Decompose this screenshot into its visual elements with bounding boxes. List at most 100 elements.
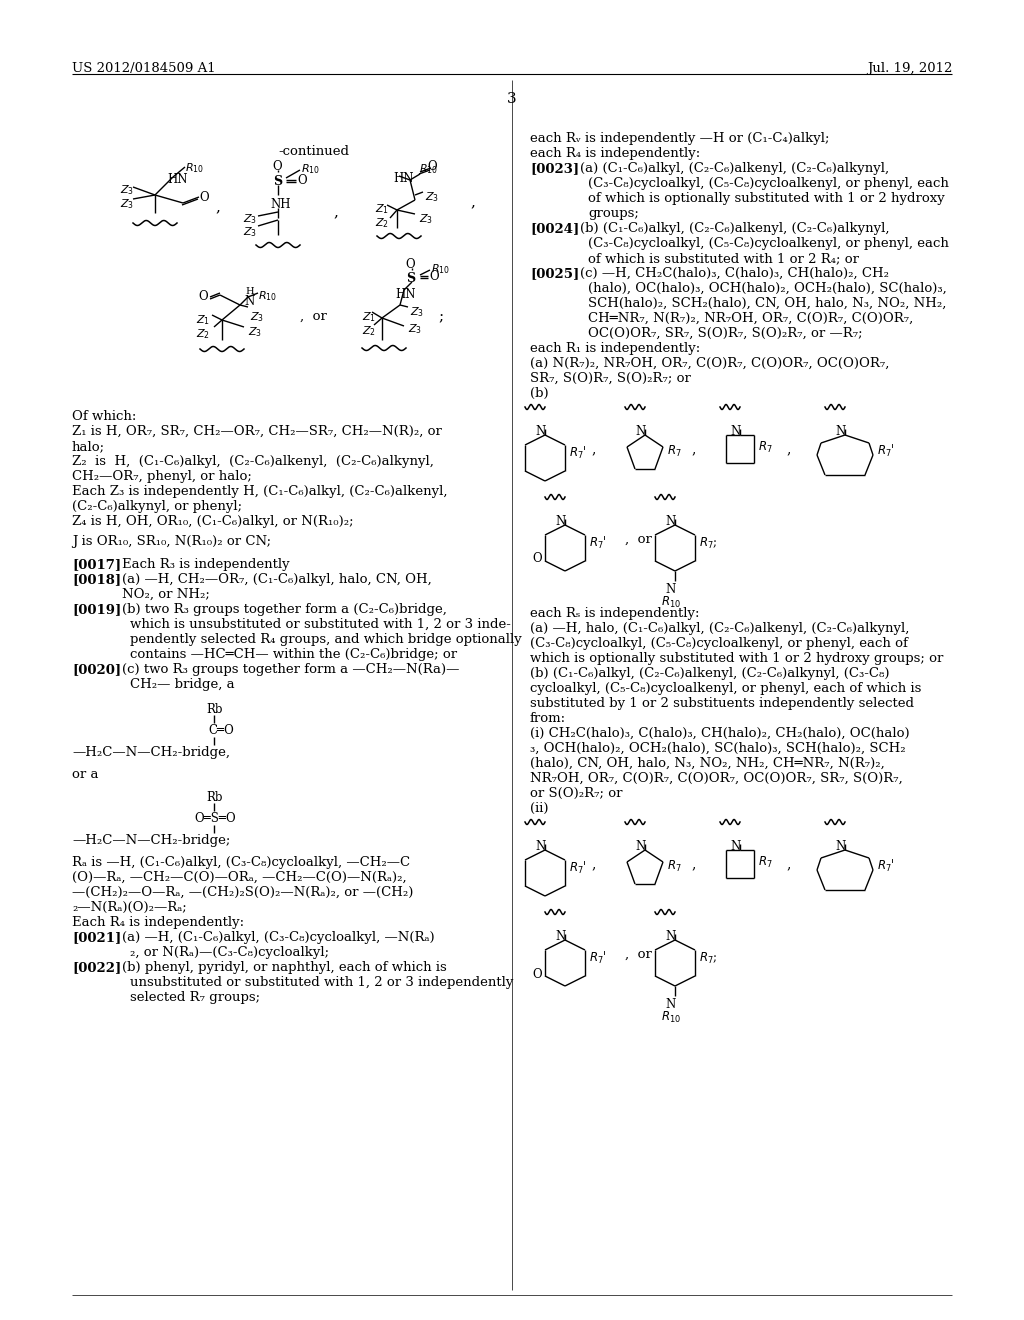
Text: S: S (406, 272, 415, 285)
Text: ₃, OCH(halo)₂, OCH₂(halo), SC(halo)₃, SCH(halo)₂, SCH₂: ₃, OCH(halo)₂, OCH₂(halo), SC(halo)₃, SC… (530, 742, 905, 755)
Text: halo;: halo; (72, 440, 105, 453)
Text: substituted by 1 or 2 substituents independently selected: substituted by 1 or 2 substituents indep… (530, 697, 914, 710)
Text: (a) (C₁-C₆)alkyl, (C₂-C₆)alkenyl, (C₂-C₆)alkynyl,: (a) (C₁-C₆)alkyl, (C₂-C₆)alkenyl, (C₂-C₆… (580, 162, 889, 176)
Text: [0020]: [0020] (72, 663, 121, 676)
Text: $Z_3$: $Z_3$ (120, 183, 134, 197)
Text: (c) two R₃ groups together form a —CH₂—N(Ra)—: (c) two R₃ groups together form a —CH₂—N… (122, 663, 460, 676)
Text: HN: HN (167, 173, 187, 186)
Text: $R_7$: $R_7$ (667, 858, 682, 874)
Text: [0019]: [0019] (72, 603, 121, 616)
Text: SR₇, S(O)R₇, S(O)₂R₇; or: SR₇, S(O)R₇, S(O)₂R₇; or (530, 372, 691, 385)
Text: each R₁ is independently:: each R₁ is independently: (530, 342, 700, 355)
Text: ,: , (591, 442, 595, 455)
Text: ,: , (333, 205, 338, 219)
Text: O: O (532, 968, 542, 981)
Text: O: O (429, 271, 438, 282)
Text: Z₂  is  H,  (C₁-C₆)alkyl,  (C₂-C₆)alkenyl,  (C₂-C₆)alkynyl,: Z₂ is H, (C₁-C₆)alkyl, (C₂-C₆)alkenyl, (… (72, 455, 434, 469)
Text: (a) —H, halo, (C₁-C₆)alkyl, (C₂-C₆)alkenyl, (C₂-C₆)alkynyl,: (a) —H, halo, (C₁-C₆)alkyl, (C₂-C₆)alken… (530, 622, 909, 635)
Text: O: O (198, 290, 208, 304)
Text: N: N (731, 425, 741, 438)
Text: (C₂-C₆)alkynyl, or phenyl;: (C₂-C₆)alkynyl, or phenyl; (72, 500, 242, 513)
Text: (b) (C₁-C₆)alkyl, (C₂-C₆)alkenyl, (C₂-C₆)alkynyl,: (b) (C₁-C₆)alkyl, (C₂-C₆)alkenyl, (C₂-C₆… (580, 222, 890, 235)
Text: from:: from: (530, 711, 566, 725)
Text: Rb: Rb (206, 791, 222, 804)
Text: N: N (636, 840, 646, 853)
Text: Each Z₃ is independently H, (C₁-C₆)alkyl, (C₂-C₆)alkenyl,: Each Z₃ is independently H, (C₁-C₆)alkyl… (72, 484, 447, 498)
Text: contains —HC═CH— within the (C₂-C₆)bridge; or: contains —HC═CH— within the (C₂-C₆)bridg… (130, 648, 457, 661)
Text: groups;: groups; (588, 207, 639, 220)
Text: O: O (199, 191, 209, 205)
Text: (c) —H, CH₂C(halo)₃, C(halo)₃, CH(halo)₂, CH₂: (c) —H, CH₂C(halo)₃, C(halo)₃, CH(halo)₂… (580, 267, 889, 280)
Text: US 2012/0184509 A1: US 2012/0184509 A1 (72, 62, 216, 75)
Text: N: N (536, 425, 546, 438)
Text: Z₁ is H, OR₇, SR₇, CH₂—OR₇, CH₂—SR₇, CH₂—N(R)₂, or: Z₁ is H, OR₇, SR₇, CH₂—OR₇, CH₂—SR₇, CH₂… (72, 425, 442, 438)
Text: (b): (b) (530, 387, 549, 400)
Text: (i) CH₂C(halo)₃, C(halo)₃, CH(halo)₂, CH₂(halo), OC(halo): (i) CH₂C(halo)₃, C(halo)₃, CH(halo)₂, CH… (530, 727, 909, 741)
Text: $R_{10}$: $R_{10}$ (660, 595, 681, 610)
Text: $Z_3$: $Z_3$ (250, 310, 264, 323)
Text: 3: 3 (507, 92, 517, 106)
Text: [0023]: [0023] (530, 162, 580, 176)
Text: ,  or: , or (625, 948, 652, 961)
Text: N: N (731, 840, 741, 853)
Text: or S(O)₂R₇; or: or S(O)₂R₇; or (530, 787, 623, 800)
Text: SCH(halo)₂, SCH₂(halo), CN, OH, halo, N₃, NO₂, NH₂,: SCH(halo)₂, SCH₂(halo), CN, OH, halo, N₃… (588, 297, 946, 310)
Text: H: H (245, 286, 254, 296)
Text: N: N (666, 931, 676, 942)
Text: N: N (556, 931, 566, 942)
Text: N: N (836, 840, 846, 853)
Text: ,: , (470, 195, 475, 209)
Text: each Rᵥ is independently —H or (C₁-C₄)alkyl;: each Rᵥ is independently —H or (C₁-C₄)al… (530, 132, 829, 145)
Text: each R₄ is independently:: each R₄ is independently: (530, 147, 700, 160)
Text: O: O (532, 553, 542, 565)
Text: $Z_2$: $Z_2$ (362, 323, 376, 338)
Text: ;: ; (438, 310, 443, 323)
Text: N: N (536, 840, 546, 853)
Text: $R_{10}$: $R_{10}$ (660, 1010, 681, 1026)
Text: (halo), CN, OH, halo, N₃, NO₂, NH₂, CH═NR₇, N(R₇)₂,: (halo), CN, OH, halo, N₃, NO₂, NH₂, CH═N… (530, 756, 885, 770)
Text: J is OR₁₀, SR₁₀, N(R₁₀)₂ or CN;: J is OR₁₀, SR₁₀, N(R₁₀)₂ or CN; (72, 535, 271, 548)
Text: Each R₄ is independently:: Each R₄ is independently: (72, 916, 244, 929)
Text: $Z_3$: $Z_3$ (243, 224, 257, 239)
Text: $R_{10}$: $R_{10}$ (301, 162, 321, 176)
Text: C═O: C═O (208, 723, 233, 737)
Text: N: N (666, 515, 676, 528)
Text: ,: , (215, 201, 220, 214)
Text: $Z_3$: $Z_3$ (248, 325, 262, 339)
Text: $R_7$: $R_7$ (758, 440, 773, 454)
Text: unsubstituted or substituted with 1, 2 or 3 independently: unsubstituted or substituted with 1, 2 o… (130, 975, 513, 989)
Text: $R_{10}$: $R_{10}$ (431, 261, 451, 276)
Text: $Z_1$: $Z_1$ (375, 202, 389, 215)
Text: $Z_3$: $Z_3$ (425, 190, 439, 203)
Text: NR₇OH, OR₇, C(O)R₇, C(O)OR₇, OC(O)OR₇, SR₇, S(O)R₇,: NR₇OH, OR₇, C(O)R₇, C(O)OR₇, OC(O)OR₇, S… (530, 772, 903, 785)
Text: $R_7$;: $R_7$; (699, 536, 718, 550)
Text: (b) (C₁-C₆)alkyl, (C₂-C₆)alkenyl, (C₂-C₆)alkynyl, (C₃-C₈): (b) (C₁-C₆)alkyl, (C₂-C₆)alkenyl, (C₂-C₆… (530, 667, 890, 680)
Text: ,: , (691, 442, 695, 455)
Text: Z₄ is H, OH, OR₁₀, (C₁-C₆)alkyl, or N(R₁₀)₂;: Z₄ is H, OH, OR₁₀, (C₁-C₆)alkyl, or N(R₁… (72, 515, 353, 528)
Text: $Z_3$: $Z_3$ (410, 305, 424, 319)
Text: CH₂—OR₇, phenyl, or halo;: CH₂—OR₇, phenyl, or halo; (72, 470, 252, 483)
Text: which is optionally substituted with 1 or 2 hydroxy groups; or: which is optionally substituted with 1 o… (530, 652, 943, 665)
Text: $R_7$: $R_7$ (758, 854, 773, 870)
Text: N: N (666, 583, 676, 597)
Text: $Z_3$: $Z_3$ (120, 197, 134, 211)
Text: $R_7$: $R_7$ (667, 444, 682, 458)
Text: $Z_2$: $Z_2$ (375, 216, 389, 230)
Text: O═S═O: O═S═O (194, 812, 236, 825)
Text: (a) —H, (C₁-C₆)alkyl, (C₃-C₈)cycloalkyl, —N(Rₐ): (a) —H, (C₁-C₆)alkyl, (C₃-C₈)cycloalkyl,… (122, 931, 434, 944)
Text: cycloalkyl, (C₅-C₈)cycloalkenyl, or phenyl, each of which is: cycloalkyl, (C₅-C₈)cycloalkenyl, or phen… (530, 682, 922, 696)
Text: $Z_1$: $Z_1$ (196, 313, 210, 327)
Text: HN: HN (393, 172, 414, 185)
Text: selected R₇ groups;: selected R₇ groups; (130, 991, 260, 1005)
Text: Rb: Rb (206, 704, 222, 715)
Text: (O)—Rₐ, —CH₂—C(O)—ORₐ, —CH₂—C(O)—N(Rₐ)₂,: (O)—Rₐ, —CH₂—C(O)—ORₐ, —CH₂—C(O)—N(Rₐ)₂, (72, 871, 407, 884)
Text: ,: , (786, 442, 791, 455)
Text: which is unsubstituted or substituted with 1, 2 or 3 inde-: which is unsubstituted or substituted wi… (130, 618, 511, 631)
Text: -continued: -continued (278, 145, 349, 158)
Text: pendently selected R₄ groups, and which bridge optionally: pendently selected R₄ groups, and which … (130, 634, 522, 645)
Text: O: O (406, 257, 415, 271)
Text: $R_7$': $R_7$' (877, 444, 895, 459)
Text: O: O (297, 174, 306, 187)
Text: N: N (244, 294, 254, 308)
Text: $Z_3$: $Z_3$ (408, 322, 422, 335)
